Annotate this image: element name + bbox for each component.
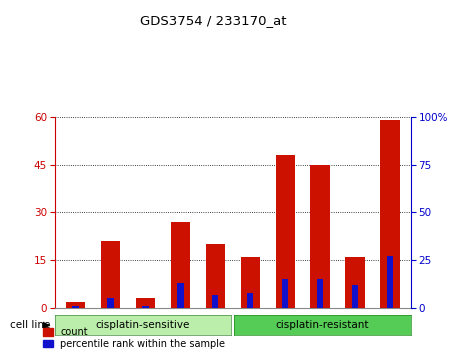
Bar xyxy=(66,302,85,308)
Bar xyxy=(311,165,330,308)
Bar xyxy=(107,298,114,308)
Bar xyxy=(171,222,190,308)
Bar xyxy=(282,279,288,308)
Text: cisplatin-resistant: cisplatin-resistant xyxy=(276,320,369,330)
Bar xyxy=(352,285,358,308)
Bar xyxy=(177,283,183,308)
Bar xyxy=(317,279,323,308)
Legend: count, percentile rank within the sample: count, percentile rank within the sample xyxy=(43,327,225,349)
Bar xyxy=(212,295,219,308)
Bar xyxy=(345,257,365,308)
Bar xyxy=(276,155,295,308)
Text: cell line: cell line xyxy=(10,320,50,330)
Bar xyxy=(247,293,253,308)
Text: cisplatin-sensitive: cisplatin-sensitive xyxy=(96,320,190,330)
Text: GDS3754 / 233170_at: GDS3754 / 233170_at xyxy=(141,14,287,27)
Bar xyxy=(380,120,399,308)
Bar xyxy=(206,244,225,308)
Bar xyxy=(142,306,149,308)
Bar xyxy=(241,257,260,308)
Text: ▶: ▶ xyxy=(43,320,51,330)
Bar xyxy=(72,306,79,308)
Bar xyxy=(101,241,120,308)
Bar xyxy=(387,256,393,308)
Bar xyxy=(136,298,155,308)
